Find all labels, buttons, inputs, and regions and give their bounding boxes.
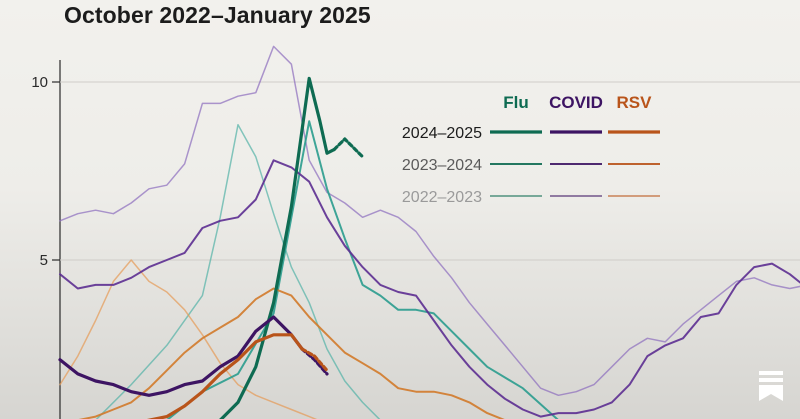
y-tick-label: 5: [40, 252, 48, 269]
series-line-covid-2023–2024: [59, 159, 800, 418]
series-line-flu-2022–2023: [95, 123, 381, 419]
series-line-rsv-2022–2023: [59, 259, 318, 419]
series-line-flu-2024–2025: [218, 76, 336, 419]
chart-title: October 2022–January 2025: [64, 2, 371, 28]
series-line-flu-2024–2025: [332, 137, 365, 159]
legend-season-label: 2022–2023: [402, 189, 482, 206]
legend-header-flu: Flu: [503, 93, 529, 112]
series-line-covid-2024–2025: [300, 347, 329, 376]
series-line-covid-2024–2025: [58, 315, 304, 397]
series-line-rsv-2024–2025: [300, 347, 329, 372]
legend-season-label: 2024–2025: [402, 125, 482, 142]
legend-season-label: 2023–2024: [402, 157, 482, 174]
series-line-covid-2022–2023: [59, 45, 800, 397]
legend-header-covid: COVID: [549, 93, 603, 112]
series-line-rsv-2024–2025: [146, 333, 304, 419]
bookmark-icon[interactable]: [756, 369, 786, 403]
series-line-flu-2023–2024: [166, 120, 559, 419]
y-tick-label: 10: [31, 74, 48, 91]
legend-header-rsv: RSV: [617, 93, 653, 112]
